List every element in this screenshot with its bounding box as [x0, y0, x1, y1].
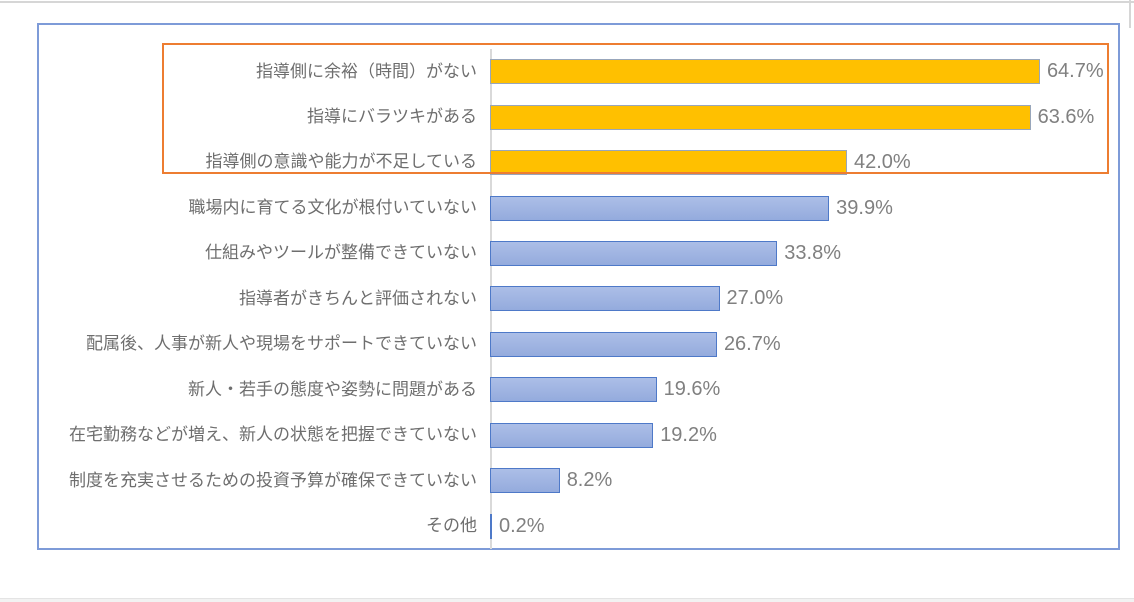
category-label: 制度を充実させるための投資予算が確保できていない	[69, 470, 477, 490]
bar-track: 0.2%	[490, 504, 1118, 549]
bar	[490, 513, 492, 539]
bar-track: 63.6%	[490, 94, 1118, 139]
bar-track: 39.9%	[490, 185, 1118, 230]
page-bottom-strip	[0, 598, 1134, 602]
category-label: 仕組みやツールが整備できていない	[205, 243, 477, 263]
bar-rows: 指導側に余裕（時間）がない 64.7% 指導にバラツキがある 63.6% 指導側の意識や…	[39, 49, 1118, 549]
bar-highlighted	[490, 59, 1040, 85]
bar	[490, 241, 778, 267]
value-label: 8.2%	[566, 469, 613, 492]
category-label: 在宅勤務などが増え、新人の状態を把握できていない	[69, 425, 477, 445]
category-label: 指導にバラツキがある	[307, 106, 477, 126]
category-label: 新人・若手の態度や姿勢に問題がある	[188, 379, 477, 399]
bar-highlighted	[490, 104, 1031, 130]
value-label: 27.0%	[726, 287, 784, 310]
bar	[490, 286, 720, 312]
bar-track: 19.2%	[490, 413, 1118, 458]
category-label: 指導者がきちんと評価されない	[239, 288, 477, 308]
bar-row: 職場内に育てる文化が根付いていない 39.9%	[39, 185, 1118, 230]
bar-row: 指導にバラツキがある 63.6%	[39, 94, 1118, 139]
bar	[490, 331, 717, 357]
category-label: その他	[426, 516, 477, 536]
bar-highlighted	[490, 150, 847, 176]
bar	[490, 195, 830, 221]
bar	[490, 422, 654, 448]
value-label: 19.2%	[660, 423, 717, 446]
bar-chart: 指導側に余裕（時間）がない 64.7% 指導にバラツキがある 63.6% 指導側の意識や…	[37, 23, 1120, 550]
bar	[490, 468, 560, 494]
bar-row: 指導側の意識や能力が不足している 42.0%	[39, 140, 1118, 185]
bar-row: 在宅勤務などが増え、新人の状態を把握できていない 19.2%	[39, 413, 1118, 458]
bar-track: 8.2%	[490, 458, 1118, 503]
bar-row: 指導側に余裕（時間）がない 64.7%	[39, 49, 1118, 94]
bar	[490, 377, 657, 403]
bar-row: 仕組みやツールが整備できていない 33.8%	[39, 231, 1118, 276]
bar-track: 26.7%	[490, 322, 1118, 367]
value-label: 19.6%	[663, 378, 721, 401]
bar-track: 27.0%	[490, 276, 1118, 321]
value-label: 0.2%	[499, 514, 545, 537]
bar-row: 制度を充実させるための投資予算が確保できていない 8.2%	[39, 458, 1118, 503]
value-label: 39.9%	[836, 196, 893, 219]
value-label: 64.7%	[1046, 60, 1104, 83]
value-label: 33.8%	[784, 242, 842, 265]
value-label: 42.0%	[854, 151, 911, 174]
value-label: 63.6%	[1037, 105, 1095, 128]
bar-row: その他 0.2%	[39, 504, 1118, 549]
category-label: 指導側の意識や能力が不足している	[205, 152, 478, 172]
page-top-edge	[0, 1, 1134, 3]
category-label: 職場内に育てる文化が根付いていない	[188, 197, 478, 217]
bar-track: 42.0%	[490, 140, 1118, 185]
category-label: 指導側に余裕（時間）がない	[256, 61, 477, 81]
bar-row: 配属後、人事が新人や現場をサポートできていない 26.7%	[39, 322, 1118, 367]
category-label: 配属後、人事が新人や現場をサポートできていない	[86, 334, 477, 354]
bar-track: 64.7%	[490, 49, 1118, 94]
page-right-edge	[1129, 0, 1131, 28]
bar-row: 指導者がきちんと評価されない 27.0%	[39, 276, 1118, 321]
bar-track: 19.6%	[490, 367, 1118, 412]
bar-row: 新人・若手の態度や姿勢に問題がある 19.6%	[39, 367, 1118, 412]
bar-track: 33.8%	[490, 231, 1118, 276]
value-label: 26.7%	[723, 332, 781, 355]
